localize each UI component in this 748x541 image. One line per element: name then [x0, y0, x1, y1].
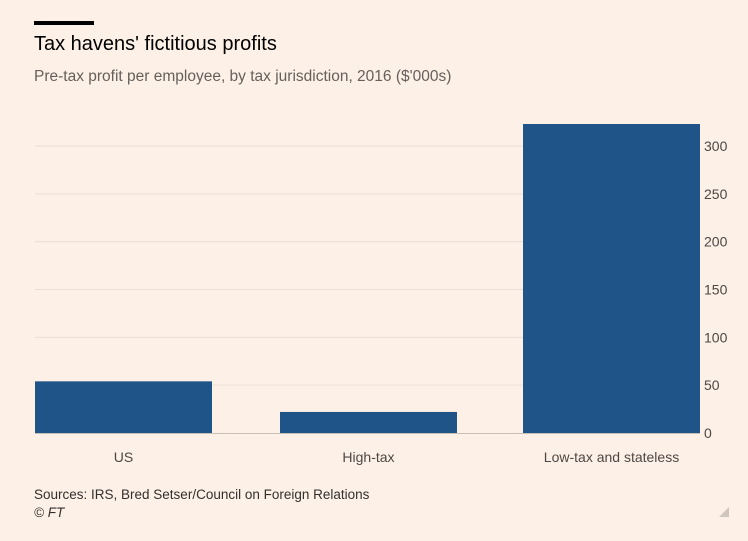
x-tick-label: High-tax	[342, 449, 394, 465]
bar-high-tax	[280, 411, 457, 433]
x-axis-ticks: US High-tax Low-tax and stateless	[114, 449, 679, 465]
y-tick-label: 300	[704, 138, 728, 154]
chart-title: Tax havens' fictitious profits	[34, 33, 277, 55]
x-tick-label: US	[114, 449, 133, 465]
resize-handle-icon[interactable]	[718, 506, 730, 518]
source-note: Sources: IRS, Bred Setser/Council on For…	[34, 487, 370, 502]
bar-chart: 0 50 100 150 200 250 300 US High-tax Low-tax and…	[35, 123, 728, 465]
x-tick-label: Low-tax and stateless	[544, 449, 679, 465]
bars	[35, 123, 700, 434]
y-tick-label: 200	[704, 234, 728, 250]
y-tick-label: 100	[704, 329, 728, 345]
y-tick-label: 150	[704, 282, 728, 298]
chart-subtitle: Pre-tax profit per employee, by tax juri…	[34, 68, 452, 85]
y-tick-label: 50	[704, 377, 720, 393]
copyright-note: © FT	[34, 505, 65, 520]
bar-us	[35, 381, 212, 433]
y-axis-ticks: 0 50 100 150 200 250 300	[704, 138, 728, 441]
bar-low-tax-and-stateless	[523, 123, 700, 433]
title-rule	[34, 21, 94, 25]
y-tick-label: 0	[704, 425, 712, 441]
y-tick-label: 250	[704, 186, 728, 202]
